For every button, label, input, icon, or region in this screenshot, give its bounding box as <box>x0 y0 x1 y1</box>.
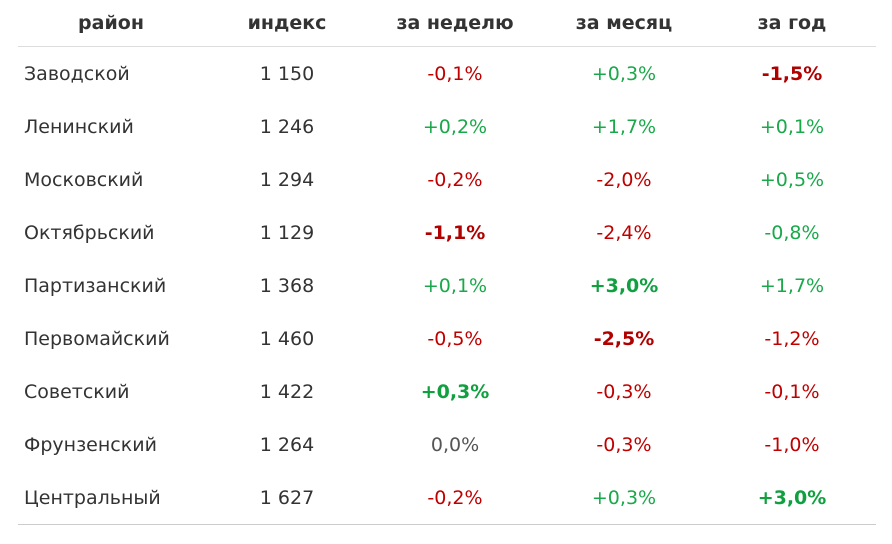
year-change-cell: +3,0% <box>708 471 876 525</box>
district-name-cell: Московский <box>24 168 144 191</box>
year-change-cell: +0,1% <box>759 115 825 138</box>
header-row: район индекс за неделю за месяц за год <box>18 0 876 47</box>
week-change-cell: -0,5% <box>427 327 483 350</box>
district-index-table: район индекс за неделю за месяц за год З… <box>18 0 876 525</box>
index-value-cell: 1 246 <box>259 115 315 138</box>
district-name-cell: Советский <box>24 380 130 403</box>
year-change-cell: -0,1% <box>764 380 820 403</box>
table-header: район индекс за неделю за месяц за год <box>18 0 876 47</box>
year-change-cell: -1,0% <box>764 433 820 456</box>
week-change-cell: +0,2% <box>422 115 488 138</box>
table-row: Центральный 1 627 -0,2% +0,3% +3,0% <box>18 471 876 525</box>
index-value-cell: 1 264 <box>259 433 315 456</box>
month-change-cell: +1,7% <box>591 115 657 138</box>
table-row: Партизанский 1 368 +0,1% +3,0% +1,7% <box>18 259 876 312</box>
month-change-cell: -2,4% <box>596 221 652 244</box>
year-change-cell: -1,5% <box>761 62 823 85</box>
index-value-cell: 1 150 <box>259 62 315 85</box>
month-change-cell: -2,5% <box>593 327 655 350</box>
index-value-cell: 1 129 <box>259 221 315 244</box>
table-row: Октябрьский 1 129 -1,1% -2,4% -0,8% <box>18 206 876 259</box>
index-value-cell: 1 368 <box>259 274 315 297</box>
table-row: Заводской 1 150 -0,1% +0,3% -1,5% <box>18 47 876 101</box>
year-change-cell: -0,8% <box>764 221 820 244</box>
column-header-index: индекс <box>204 0 370 47</box>
week-change-cell: -0,1% <box>427 62 483 85</box>
week-change-cell: 0,0% <box>430 433 480 456</box>
table-body: Заводской 1 150 -0,1% +0,3% -1,5% Ленинс… <box>18 47 876 525</box>
table-row: Московский 1 294 -0,2% -2,0% +0,5% <box>18 153 876 206</box>
column-header-week: за неделю <box>370 0 540 47</box>
district-name-cell: Фрунзенский <box>24 433 157 456</box>
column-header-month: за месяц <box>540 0 708 47</box>
table-row: Первомайский 1 460 -0,5% -2,5% -1,2% <box>18 312 876 365</box>
week-change-cell: +0,3% <box>420 380 490 403</box>
column-header-district: район <box>18 0 204 47</box>
district-name-cell: Октябрьский <box>24 221 155 244</box>
year-change-cell: -1,2% <box>764 327 820 350</box>
week-change-cell: -1,1% <box>424 221 486 244</box>
district-name-cell: Ленинский <box>24 115 134 138</box>
index-value-cell: 1 460 <box>259 327 315 350</box>
index-value-cell: 1 294 <box>259 168 315 191</box>
month-change-cell: -0,3% <box>596 380 652 403</box>
column-header-year: за год <box>708 0 876 47</box>
district-name-cell: Партизанский <box>24 274 167 297</box>
week-change-cell: -0,2% <box>427 168 483 191</box>
month-change-cell: +0,3% <box>540 471 708 525</box>
district-index-table-container: район индекс за неделю за месяц за год З… <box>18 0 876 525</box>
district-name-cell: Центральный <box>18 471 204 525</box>
week-change-cell: +0,1% <box>422 274 488 297</box>
year-change-cell: +0,5% <box>759 168 825 191</box>
year-change-cell: +1,7% <box>759 274 825 297</box>
table-row: Советский 1 422 +0,3% -0,3% -0,1% <box>18 365 876 418</box>
month-change-cell: -2,0% <box>596 168 652 191</box>
week-change-cell: -0,2% <box>370 471 540 525</box>
index-value-cell: 1 627 <box>204 471 370 525</box>
month-change-cell: +3,0% <box>589 274 659 297</box>
month-change-cell: +0,3% <box>591 62 657 85</box>
table-row: Фрунзенский 1 264 0,0% -0,3% -1,0% <box>18 418 876 471</box>
district-name-cell: Первомайский <box>24 327 170 350</box>
index-value-cell: 1 422 <box>259 380 315 403</box>
district-name-cell: Заводской <box>24 62 130 85</box>
month-change-cell: -0,3% <box>596 433 652 456</box>
table-row: Ленинский 1 246 +0,2% +1,7% +0,1% <box>18 100 876 153</box>
